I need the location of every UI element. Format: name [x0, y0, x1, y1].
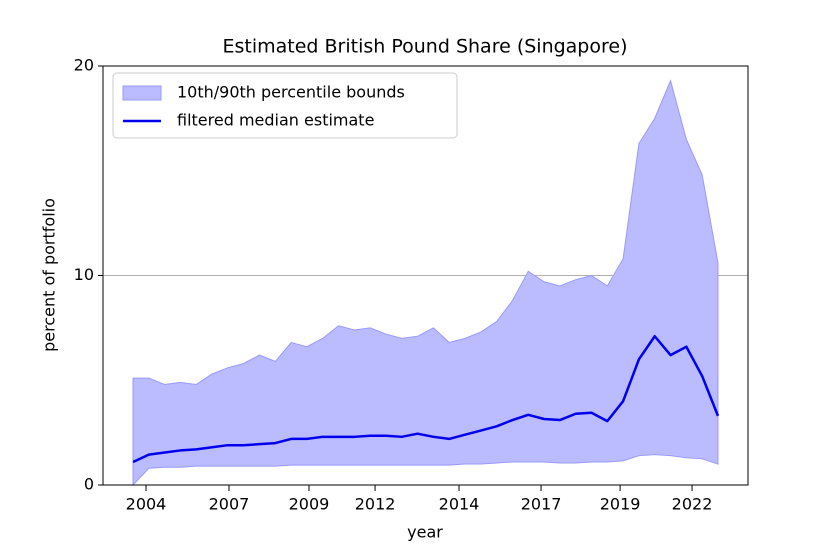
y-tick-label: 10	[74, 265, 94, 284]
chart-title: Estimated British Pound Share (Singapore…	[223, 36, 628, 58]
y-tick-label: 0	[84, 475, 94, 494]
y-tick-label: 20	[74, 56, 94, 75]
percentile-band	[132, 79, 719, 487]
legend-box	[112, 72, 458, 139]
legend-label: filtered median estimate	[177, 111, 374, 130]
x-tick-label: 2007	[209, 495, 250, 514]
x-tick-label: 2019	[600, 495, 641, 514]
median-line	[132, 335, 720, 464]
legend-label: 10th/90th percentile bounds	[177, 83, 405, 102]
x-tick-label: 2022	[672, 495, 713, 514]
x-tick-label: 2012	[355, 495, 396, 514]
plot-frame	[102, 65, 749, 486]
y-axis-label: percent of portfolio	[40, 198, 59, 352]
legend-swatch	[122, 85, 162, 101]
x-tick-label: 2017	[521, 495, 562, 514]
x-axis-label: year	[407, 523, 443, 542]
x-tick-label: 2004	[126, 495, 167, 514]
x-tick-label: 2009	[289, 495, 330, 514]
x-tick-label: 2014	[439, 495, 480, 514]
